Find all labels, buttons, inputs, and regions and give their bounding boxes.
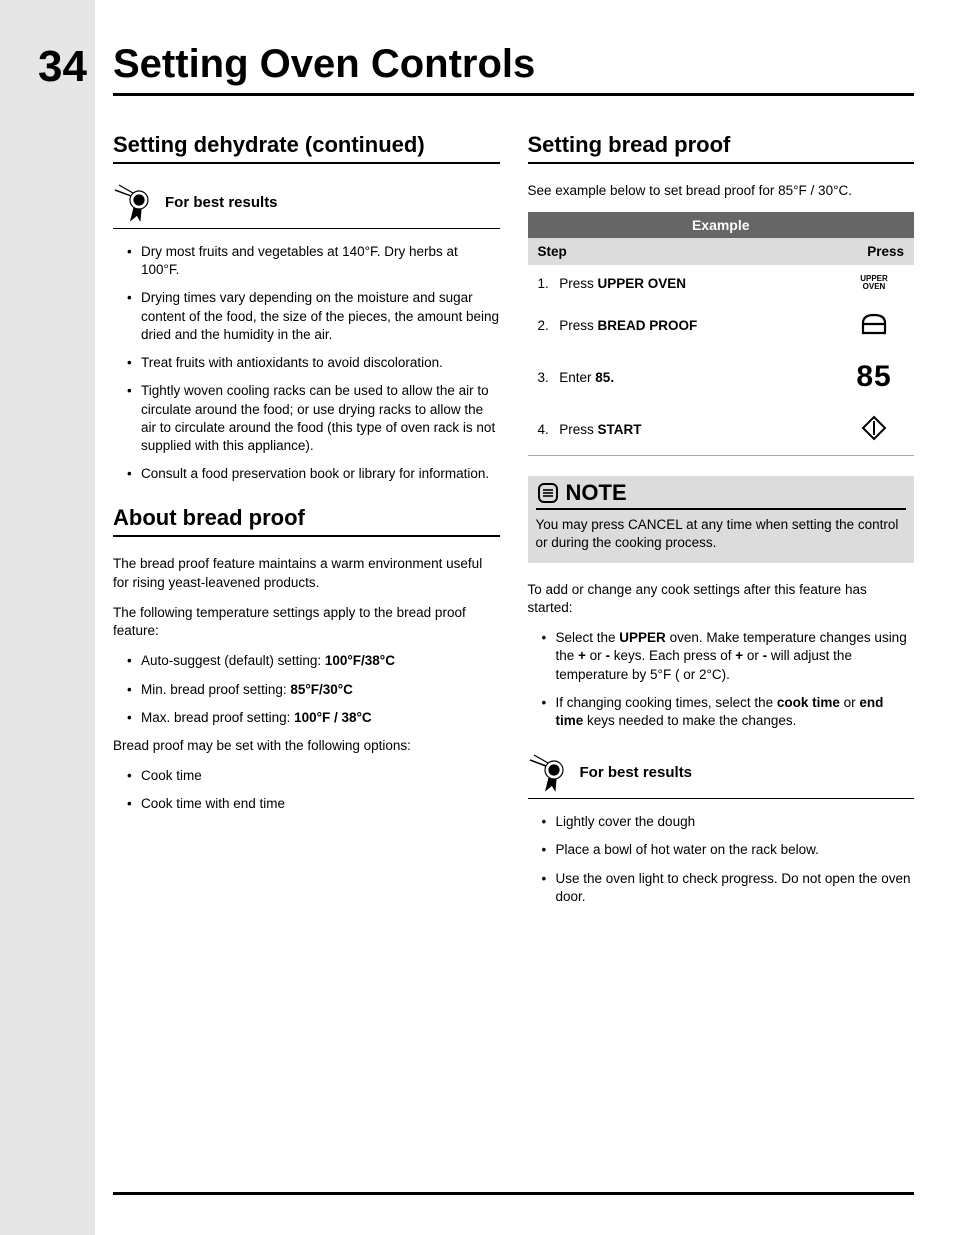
best-results-header: For best results <box>113 182 500 229</box>
body-text: The bread proof feature maintains a warm… <box>113 555 500 591</box>
press-cell: UPPEROVEN <box>834 265 914 301</box>
body-text: See example below to set bread proof for… <box>528 182 915 200</box>
setting-value: 85°F/30°C <box>290 682 353 697</box>
setting-label: Auto-suggest (default) setting: <box>141 653 325 668</box>
step-cell: 2. Press BREAD PROOF <box>528 301 835 350</box>
bottom-rule <box>113 1192 914 1195</box>
list-item: Treat fruits with antioxidants to avoid … <box>127 354 500 372</box>
step-bold: UPPER OVEN <box>598 276 687 291</box>
col-step: Step <box>528 238 835 265</box>
setting-value: 100°F / 38°C <box>294 710 372 725</box>
note-title: NOTE <box>566 480 627 506</box>
ribbon-icon <box>528 752 572 792</box>
list-item: Select the UPPER oven. Make temperature … <box>542 629 915 684</box>
list-item: Use the oven light to check progress. Do… <box>542 870 915 906</box>
body-text: Bread proof may be set with the followin… <box>113 737 500 755</box>
list-item: Auto-suggest (default) setting: 100°F/38… <box>127 652 500 670</box>
list-item: Cook time with end time <box>127 795 500 813</box>
note-icon <box>536 481 560 505</box>
setting-value: 100°F/38°C <box>325 653 395 668</box>
table-row: 3. Enter 85. 85 <box>528 350 915 404</box>
step-text: Press <box>559 422 597 437</box>
table-row: 1. Press UPPER OVEN UPPEROVEN <box>528 265 915 301</box>
note-box: NOTE You may press CANCEL at any time wh… <box>528 476 915 562</box>
page: 34 Setting Oven Controls Setting dehydra… <box>0 0 954 1235</box>
press-cell <box>834 301 914 350</box>
dehydrate-tips-list: Dry most fruits and vegetables at 140°F.… <box>113 243 500 483</box>
step-bold: BREAD PROOF <box>598 318 698 333</box>
list-item: Tightly woven cooling racks can be used … <box>127 382 500 455</box>
section-rule <box>113 162 500 164</box>
table-subheader-row: Step Press <box>528 238 915 265</box>
temperature-settings-list: Auto-suggest (default) setting: 100°F/38… <box>113 652 500 727</box>
ribbon-icon <box>113 182 157 222</box>
table-row: 2. Press BREAD PROOF <box>528 301 915 350</box>
step-cell: 4. Press START <box>528 404 835 456</box>
start-icon <box>860 414 888 442</box>
step-cell: 1. Press UPPER OVEN <box>528 265 835 301</box>
best-results-label: For best results <box>580 764 693 781</box>
list-item: Consult a food preservation book or libr… <box>127 465 500 483</box>
options-list: Cook time Cook time with end time <box>113 767 500 813</box>
section-heading-setting-bread-proof: Setting bread proof <box>528 132 915 158</box>
main-title: Setting Oven Controls <box>113 42 914 87</box>
list-item: Lightly cover the dough <box>542 813 915 831</box>
step-text: Enter <box>559 370 595 385</box>
example-table: Example Step Press 1. Press UPPER OVEN U… <box>528 212 915 456</box>
step-cell: 3. Enter 85. <box>528 350 835 404</box>
best-results-header: For best results <box>528 752 915 799</box>
note-body: You may press CANCEL at any time when se… <box>536 516 907 552</box>
list-item: Min. bread proof setting: 85°F/30°C <box>127 681 500 699</box>
section-rule <box>113 535 500 537</box>
step-text: Press <box>559 318 597 333</box>
right-column: Setting bread proof See example below to… <box>528 132 915 916</box>
section-heading-about-bread-proof: About bread proof <box>113 505 500 531</box>
step-bold: 85. <box>595 370 614 385</box>
press-cell <box>834 404 914 456</box>
list-item: Drying times vary depending on the moist… <box>127 289 500 344</box>
table-header-row: Example <box>528 212 915 238</box>
list-item: Max. bread proof setting: 100°F / 38°C <box>127 709 500 727</box>
bread-proof-tips-list: Lightly cover the dough Place a bowl of … <box>528 813 915 906</box>
step-number: 4. <box>538 422 556 437</box>
bread-proof-icon <box>859 311 889 337</box>
list-item: If changing cooking times, select the co… <box>542 694 915 730</box>
note-header: NOTE <box>536 480 907 510</box>
list-item: Cook time <box>127 767 500 785</box>
step-number: 3. <box>538 370 556 385</box>
setting-label: Max. bread proof setting: <box>141 710 294 725</box>
press-cell: 85 <box>834 350 914 404</box>
step-bold: START <box>598 422 642 437</box>
body-text: The following temperature settings apply… <box>113 604 500 640</box>
left-margin: 34 <box>0 0 95 1235</box>
content-area: Setting Oven Controls Setting dehydrate … <box>95 0 954 1235</box>
two-column-layout: Setting dehydrate (continued) For best r… <box>113 132 914 916</box>
upper-oven-icon: UPPEROVEN <box>844 275 904 291</box>
col-press: Press <box>834 238 914 265</box>
step-text: Press <box>559 276 597 291</box>
section-heading-dehydrate: Setting dehydrate (continued) <box>113 132 500 158</box>
left-column: Setting dehydrate (continued) For best r… <box>113 132 500 916</box>
title-rule <box>113 93 914 96</box>
page-number: 34 <box>0 42 87 92</box>
table-row: 4. Press START <box>528 404 915 456</box>
body-text: To add or change any cook settings after… <box>528 581 915 617</box>
best-results-label: For best results <box>165 194 278 211</box>
step-number: 1. <box>538 276 556 291</box>
list-item: Place a bowl of hot water on the rack be… <box>542 841 915 859</box>
change-settings-list: Select the UPPER oven. Make temperature … <box>528 629 915 730</box>
setting-label: Min. bread proof setting: <box>141 682 290 697</box>
step-number: 2. <box>538 318 556 333</box>
list-item: Dry most fruits and vegetables at 140°F.… <box>127 243 500 279</box>
entry-value-icon: 85 <box>856 360 891 393</box>
section-rule <box>528 162 915 164</box>
table-header: Example <box>528 212 915 238</box>
